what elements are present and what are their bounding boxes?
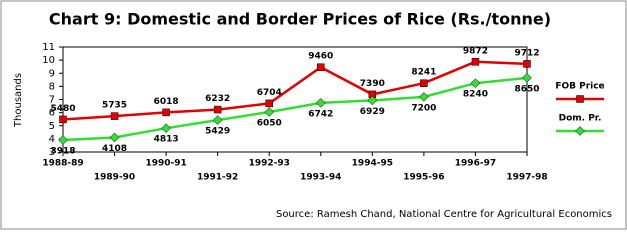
data-label: 5429 bbox=[205, 127, 230, 137]
data-point bbox=[265, 99, 273, 108]
data-point bbox=[470, 78, 481, 89]
data-label: 6929 bbox=[360, 107, 385, 117]
x-tick-label: 1991-92 bbox=[197, 173, 238, 183]
legend-marker bbox=[576, 95, 584, 103]
data-point bbox=[522, 72, 532, 83]
data-label: 5735 bbox=[102, 101, 127, 111]
y-tick-label: 4 bbox=[49, 134, 55, 145]
y-tick-label: 6 bbox=[49, 108, 55, 119]
data-point bbox=[523, 60, 531, 68]
y-tick-label: 10 bbox=[42, 55, 55, 66]
chart: Chart 9: Domestic and Border Prices of R… bbox=[0, 0, 627, 230]
x-tick-label: 1995-96 bbox=[403, 173, 444, 183]
y-tick-label: 11 bbox=[42, 42, 55, 53]
data-point bbox=[162, 108, 170, 117]
y-tick-label: 9 bbox=[49, 68, 55, 79]
y-axis-label: Thousands bbox=[13, 73, 24, 128]
data-label: 8241 bbox=[411, 68, 436, 78]
data-point bbox=[317, 63, 325, 71]
legend-label: Dom. Pr. bbox=[559, 114, 602, 124]
data-point bbox=[264, 107, 275, 117]
data-point bbox=[213, 105, 222, 114]
y-tick-label: 3 bbox=[49, 147, 55, 158]
data-label: 6018 bbox=[154, 97, 179, 107]
data-point bbox=[471, 58, 480, 66]
data-label: 5480 bbox=[50, 104, 75, 114]
data-label: 3918 bbox=[50, 146, 75, 156]
data-label: 7390 bbox=[360, 79, 385, 89]
x-tick-label: 1993-94 bbox=[300, 173, 341, 183]
y-tick-label: 7 bbox=[49, 95, 55, 106]
data-label: 6050 bbox=[257, 118, 282, 128]
data-label: 4813 bbox=[154, 135, 179, 145]
x-tick-label: 1994-95 bbox=[352, 159, 393, 169]
data-label: 8650 bbox=[514, 84, 539, 94]
y-tick-label: 8 bbox=[49, 81, 55, 92]
data-point bbox=[419, 92, 429, 102]
x-tick-label: 1996-97 bbox=[455, 159, 496, 169]
data-label: 7200 bbox=[411, 103, 436, 113]
data-label: 9460 bbox=[308, 52, 333, 62]
data-point bbox=[315, 98, 326, 108]
data-label: 9872 bbox=[463, 46, 488, 56]
data-point bbox=[212, 115, 223, 125]
data-point bbox=[420, 79, 428, 87]
frame bbox=[0, 0, 627, 230]
x-tick-label: 1988-89 bbox=[42, 159, 83, 169]
data-point bbox=[59, 115, 67, 124]
data-point bbox=[110, 112, 119, 120]
legend-marker bbox=[575, 126, 585, 136]
data-point bbox=[161, 123, 171, 134]
x-tick-label: 1989-90 bbox=[94, 173, 135, 183]
x-tick-label: 1992-93 bbox=[249, 159, 290, 169]
chart-title: Chart 9: Domestic and Border Prices of R… bbox=[49, 10, 551, 29]
data-label: 9712 bbox=[514, 48, 539, 58]
data-point bbox=[58, 135, 68, 145]
data-label: 4108 bbox=[102, 144, 127, 154]
y-tick-label: 5 bbox=[49, 121, 55, 132]
x-tick-label: 1997-98 bbox=[506, 173, 547, 183]
series-line bbox=[62, 76, 528, 142]
data-label: 6704 bbox=[257, 88, 282, 98]
data-label: 8240 bbox=[463, 90, 488, 100]
data-point bbox=[109, 132, 120, 143]
data-point bbox=[367, 95, 378, 106]
x-tick-label: 1990-91 bbox=[145, 159, 186, 169]
series-line bbox=[62, 60, 528, 121]
data-label: 6232 bbox=[205, 94, 230, 104]
source-note: Source: Ramesh Chand, National Centre fo… bbox=[276, 209, 612, 220]
data-label: 6742 bbox=[308, 109, 333, 119]
legend-label: FOB Price bbox=[555, 82, 604, 92]
